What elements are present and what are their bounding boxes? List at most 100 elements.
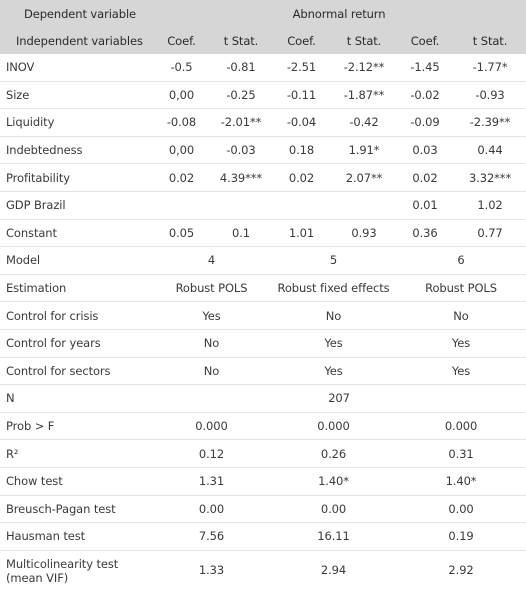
coef-cell: -0.11 — [271, 81, 332, 110]
model-1-cell: No — [152, 329, 271, 358]
model-2-cell: No — [271, 301, 396, 330]
coef-cell: 0,00 — [152, 136, 211, 165]
table-row: GDP Brazil 0.01 1.02 — [0, 191, 526, 220]
row-label: Breusch-Pagan test — [0, 495, 152, 524]
spec-row: Control for sectors No Yes Yes — [0, 357, 526, 386]
tstat-cell: -0.81 — [211, 54, 271, 82]
model-1-cell: 1.31 — [152, 467, 271, 496]
stat-row: Multicolinearity test (mean VIF) 1.33 2.… — [0, 550, 526, 589]
tstat-cell: -2.12** — [332, 54, 396, 82]
spec-row: Control for crisis Yes No No — [0, 301, 526, 330]
coef-cell: -0.5 — [152, 54, 211, 82]
tstat-cell: -1.77* — [454, 54, 526, 82]
model-2-cell: 16.11 — [271, 522, 396, 551]
coef-cell: -1.45 — [396, 54, 454, 82]
tstat-cell — [332, 191, 396, 220]
row-label: GDP Brazil — [0, 191, 152, 220]
row-label: Multicolinearity test (mean VIF) — [6, 556, 119, 585]
tstat-cell: 0.93 — [332, 219, 396, 248]
model-2-cell: Robust fixed effects — [271, 274, 396, 303]
stat-row: Breusch-Pagan test 0.00 0.00 0.00 — [0, 495, 526, 524]
independent-variables-label: Independent variables — [0, 28, 152, 54]
coef-cell: 0.02 — [152, 163, 211, 192]
tstat-cell: -2.01** — [211, 108, 271, 137]
coef-cell: 0.02 — [396, 163, 454, 192]
tstat-cell: 3.32*** — [454, 163, 526, 192]
model-2-cell: 0.00 — [271, 495, 396, 524]
table-row: Size 0,00 -0.25 -0.11 -1.87** -0.02 -0.9… — [0, 81, 526, 110]
row-label: N — [0, 384, 152, 413]
model-3-cell: 0.31 — [396, 439, 526, 468]
table-row: Profitability 0.02 4.39*** 0.02 2.07** 0… — [0, 163, 526, 192]
row-label: Estimation — [0, 274, 152, 303]
coef-cell: 0.05 — [152, 219, 211, 248]
row-label: Liquidity — [0, 108, 152, 137]
coef-cell: -0.08 — [152, 108, 211, 137]
stat-row: R² 0.12 0.26 0.31 — [0, 439, 526, 468]
stat-row: Chow test 1.31 1.40* 1.40* — [0, 467, 526, 496]
coef-cell: -0.02 — [396, 81, 454, 110]
coef-cell — [271, 191, 332, 220]
tstat-cell: -0.03 — [211, 136, 271, 165]
tstat-cell — [211, 191, 271, 220]
row-label: Size — [0, 81, 152, 110]
coef-cell: 0,00 — [152, 81, 211, 110]
coef-cell: -0.09 — [396, 108, 454, 137]
row-label: Chow test — [0, 467, 152, 496]
coef-header: Coef. — [271, 28, 332, 54]
row-label: Hausman test — [0, 522, 152, 551]
row-label: Constant — [0, 219, 152, 248]
tstat-header: t Stat. — [454, 28, 526, 54]
model-3-cell: 0.00 — [396, 495, 526, 524]
model-3-cell: Yes — [396, 357, 526, 386]
coef-cell: 0.36 — [396, 219, 454, 248]
coef-cell — [152, 191, 211, 220]
abnormal-return-label: Abnormal return — [152, 0, 526, 28]
tstat-cell: -0.42 — [332, 108, 396, 137]
table-row: Constant 0.05 0.1 1.01 0.93 0.36 0.77 — [0, 219, 526, 248]
model-2-cell: Yes — [271, 357, 396, 386]
row-label: Indebtedness — [0, 136, 152, 165]
model-1-cell: 1.33 — [198, 562, 225, 577]
model-1-cell: 0.00 — [152, 495, 271, 524]
coef-cell: -2.51 — [271, 54, 332, 82]
model-2-cell: 0.26 — [271, 439, 396, 468]
coef-cell: 1.01 — [271, 219, 332, 248]
coef-header: Coef. — [396, 28, 454, 54]
model-3-cell: Yes — [396, 329, 526, 358]
tstat-cell: -2.39** — [454, 108, 526, 137]
model-2-cell: 5 — [271, 246, 396, 275]
model-3-cell: 0.19 — [396, 522, 526, 551]
row-label: INOV — [0, 54, 152, 82]
model-1-cell: 4 — [152, 246, 271, 275]
tstat-cell: 0.77 — [454, 219, 526, 248]
tstat-cell: 1.91* — [332, 136, 396, 165]
coef-header: Coef. — [152, 28, 211, 54]
tstat-cell: -0.93 — [454, 81, 526, 110]
row-label: Control for sectors — [0, 357, 152, 386]
coef-cell: 0.02 — [271, 163, 332, 192]
row-label: Control for crisis — [0, 301, 152, 330]
spec-row: Control for years No Yes Yes — [0, 329, 526, 358]
model-3-cell: No — [396, 301, 526, 330]
tstat-cell: 4.39*** — [211, 163, 271, 192]
stat-row: Hausman test 7.56 16.11 0.19 — [0, 522, 526, 551]
model-3-cell: 1.40* — [396, 467, 526, 496]
table-row: Liquidity -0.08 -2.01** -0.04 -0.42 -0.0… — [0, 108, 526, 137]
tstat-cell: -1.87** — [332, 81, 396, 110]
table-row: Indebtedness 0,00 -0.03 0.18 1.91* 0.03 … — [0, 136, 526, 165]
dependent-variable-label: Dependent variable — [0, 0, 152, 28]
spec-row: Model 4 5 6 — [0, 246, 526, 275]
coef-cell: 0.01 — [396, 191, 454, 220]
model-3-cell: Robust POLS — [396, 274, 526, 303]
coef-cell: -0.04 — [271, 108, 332, 137]
tstat-header: t Stat. — [211, 28, 271, 54]
tstat-cell: 1.02 — [454, 191, 526, 220]
stat-row: Prob > F 0.000 0.000 0.000 — [0, 412, 526, 441]
row-label: Prob > F — [0, 412, 152, 441]
model-1-cell: Robust POLS — [152, 274, 271, 303]
model-3-cell: 6 — [396, 246, 526, 275]
model-1-cell: Yes — [152, 301, 271, 330]
tstat-cell: 2.07** — [332, 163, 396, 192]
